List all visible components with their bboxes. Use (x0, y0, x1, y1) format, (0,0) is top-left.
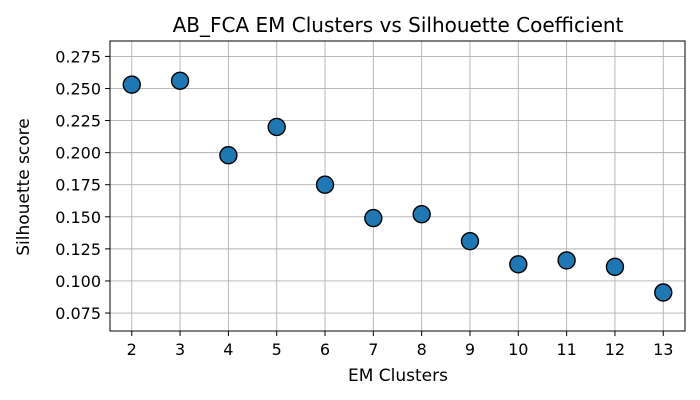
axis-ticks: 2 3 4 5 6 7 8 9 10 11 12 13 0.075 0.100 0.125 0.150 0.17… (55, 47, 673, 359)
y-axis-label: Silhouette score (14, 118, 34, 256)
data-point (315, 175, 335, 194)
grid-lines (110, 41, 685, 331)
data-point (170, 71, 190, 90)
plot-area-frame (109, 40, 686, 332)
x-tick-label: 3 (175, 340, 185, 359)
y-tick-label: 0.125 (55, 240, 101, 259)
y-tick-label: 0.225 (55, 112, 101, 131)
data-point (267, 117, 286, 137)
data-point (509, 255, 528, 274)
data-points (122, 71, 673, 302)
data-point (219, 146, 238, 165)
y-tick-label: 0.250 (55, 79, 101, 98)
y-tick-label: 0.100 (55, 272, 101, 291)
y-tick-label: 0.275 (55, 47, 101, 66)
y-tick-label: 0.150 (55, 208, 101, 227)
data-point (122, 75, 141, 94)
y-tick-label: 0.075 (55, 304, 101, 323)
x-tick-label: 6 (320, 340, 330, 359)
x-axis-label: EM Clusters (348, 366, 448, 386)
data-point (460, 231, 480, 251)
x-tick-label: 7 (368, 340, 378, 359)
data-point (364, 208, 383, 228)
data-point (654, 283, 673, 302)
x-tick-label: 13 (653, 340, 673, 359)
x-tick-label: 5 (272, 340, 282, 359)
data-point (412, 205, 431, 224)
x-tick-label: 10 (508, 340, 528, 359)
data-point (557, 251, 576, 270)
y-tick-label: 0.175 (55, 176, 101, 195)
x-tick-label: 2 (127, 340, 137, 359)
x-tick-label: 11 (556, 340, 576, 359)
x-tick-label: 12 (605, 340, 625, 359)
x-tick-label: 8 (417, 340, 427, 359)
x-tick-label: 4 (223, 340, 233, 359)
data-point (605, 257, 625, 277)
chart-title: AB_FCA EM Clusters vs Silhouette Coeffic… (173, 13, 624, 37)
x-tick-label: 9 (465, 340, 475, 359)
y-tick-label: 0.200 (55, 144, 101, 163)
